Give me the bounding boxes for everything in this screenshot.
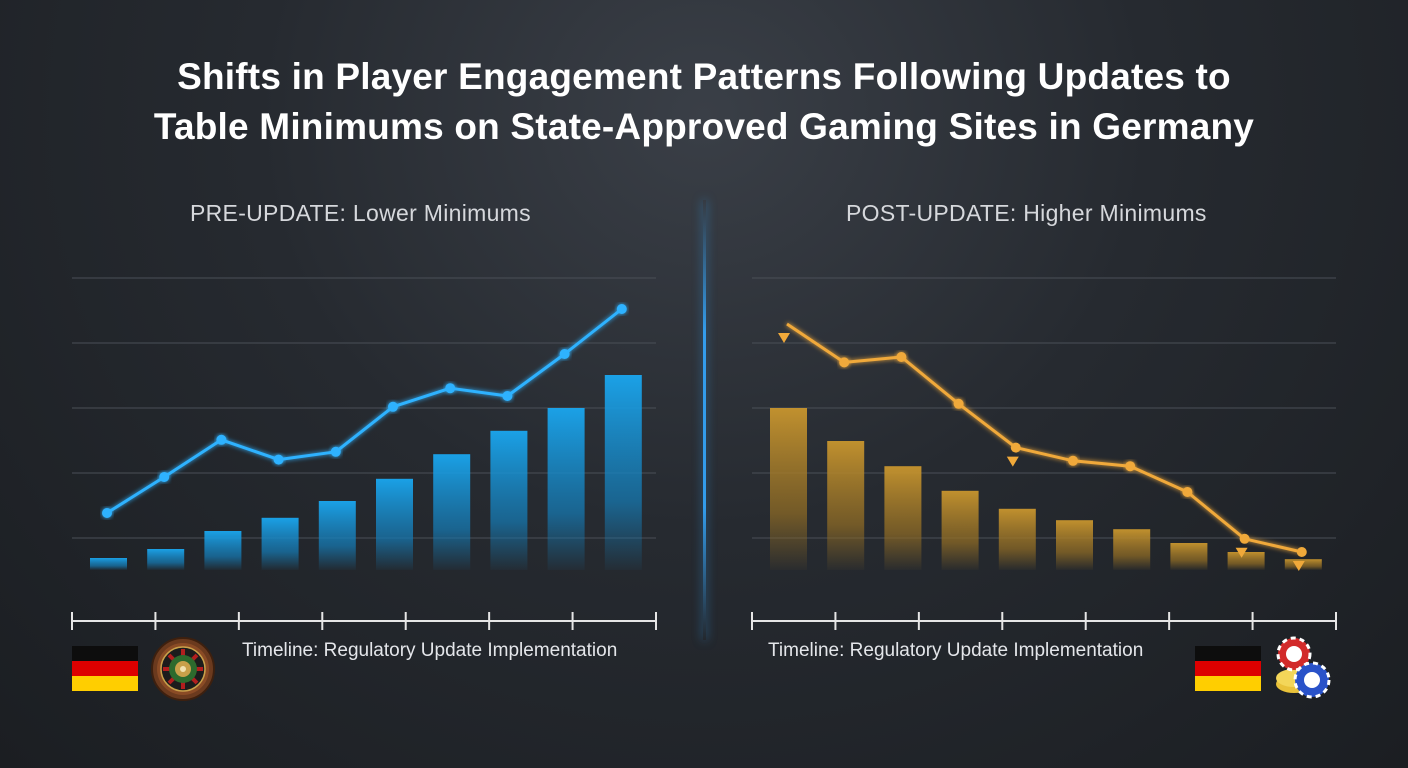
pre-trend-point: [502, 391, 513, 401]
post-trend-point: [1068, 455, 1078, 466]
pre-bar: [147, 549, 185, 570]
post-update-title: POST-UPDATE: Higher Minimums: [846, 200, 1207, 226]
post-bar: [1170, 543, 1208, 570]
post-bar: [941, 490, 979, 570]
post-trend-point: [1182, 487, 1193, 497]
post-trend-point: [953, 398, 964, 409]
post-drop-marker: [1235, 547, 1248, 558]
pre-trend-point: [102, 508, 112, 518]
post-bar: [1227, 552, 1265, 570]
post-trend-point: [896, 352, 907, 362]
pre-bar: [90, 558, 127, 570]
roulette-wheel-icon: [151, 637, 215, 701]
germany-flag-icon: [72, 646, 138, 691]
pre-trend-point: [559, 349, 570, 359]
pre-bar: [261, 517, 299, 570]
pre-trend-point: [388, 401, 398, 412]
pre-bar: [547, 408, 585, 570]
germany-flag-icon: [1195, 646, 1261, 691]
post-drop-marker: [778, 333, 790, 343]
post-trend-point: [1125, 461, 1136, 472]
post-timeline-label: Timeline: Regulatory Update Implementati…: [768, 640, 1144, 661]
pre-trend-point: [216, 434, 227, 445]
casino-chips-icon: [1276, 636, 1331, 699]
pre-trend-point: [159, 472, 170, 482]
pre-bar: [204, 531, 242, 570]
pre-trend-point: [273, 454, 284, 465]
post-trend-point: [839, 357, 850, 368]
pre-trend-point: [445, 383, 456, 394]
pre-timeline-label: Timeline: Regulatory Update Implementati…: [242, 640, 618, 661]
post-trend-point: [1296, 547, 1307, 557]
pre-trend-point: [330, 446, 341, 457]
pre-bar: [318, 501, 356, 570]
pre-update-title: PRE-UPDATE: Lower Minimums: [190, 200, 531, 226]
pre-bar: [376, 478, 413, 570]
panel-divider: [703, 200, 706, 640]
post-trend-point: [1239, 533, 1250, 544]
page-title: Shifts in Player Engagement Patterns Fol…: [0, 52, 1408, 152]
post-drop-marker: [1292, 561, 1305, 571]
post-trend-point: [1010, 442, 1021, 453]
pre-bar: [604, 375, 642, 570]
title-line-2: Table Minimums on State-Approved Gaming …: [153, 106, 1255, 147]
post-bar: [884, 466, 922, 570]
pre-bar: [433, 454, 471, 570]
post-bar: [770, 408, 807, 570]
pre-bar: [490, 430, 528, 570]
post-bar: [1113, 529, 1151, 570]
post-bar: [1284, 559, 1322, 570]
post-drop-marker: [1006, 456, 1019, 467]
title-line-1: Shifts in Player Engagement Patterns Fol…: [177, 56, 1231, 97]
post-bar: [827, 441, 865, 570]
post-bar: [1056, 520, 1093, 570]
pre-trend-line: [106, 307, 623, 515]
pre-trend-point: [616, 304, 627, 314]
post-trend-line: [786, 322, 1303, 554]
post-bar: [998, 508, 1036, 570]
